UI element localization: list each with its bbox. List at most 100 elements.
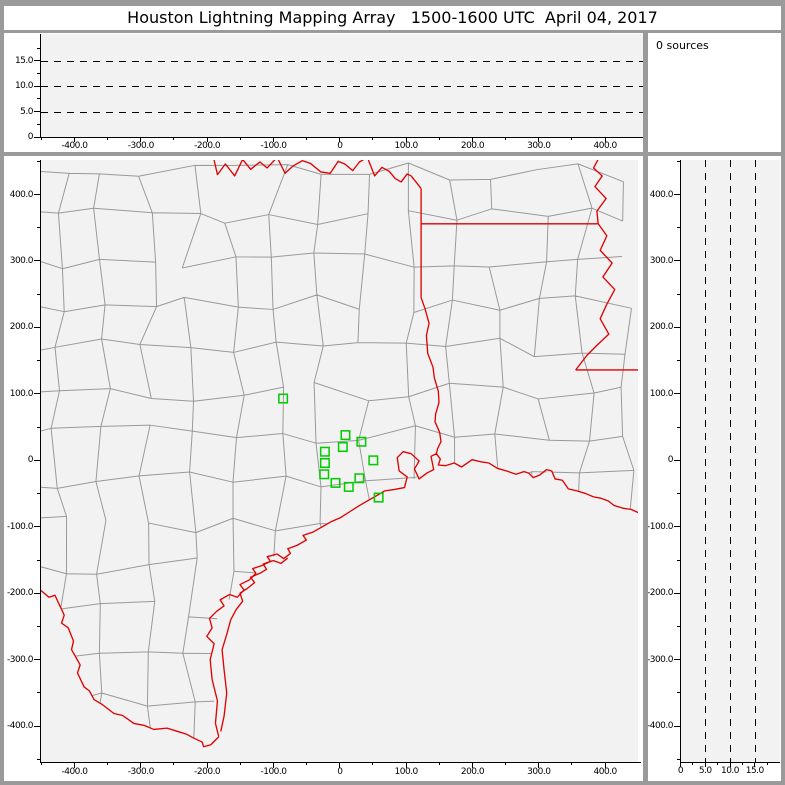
ns-tick — [674, 592, 680, 594]
altitude-tick-label: 10.0 — [14, 81, 34, 92]
ew-tick-label: -400.0 — [61, 141, 88, 151]
ew-minor-tick — [173, 137, 175, 140]
ns-tick-label: 0 — [27, 455, 34, 466]
ew-tick-label: 200.0 — [460, 141, 485, 151]
plan-view-map-panel[interactable]: -400.0 -400.0 -300.0 -300.0 -200.0 -200.0 -100… — [4, 156, 643, 781]
lma-station-marker — [278, 393, 289, 404]
lma-station-marker — [368, 455, 379, 466]
map-x-axis — [40, 762, 641, 763]
altitude-tick-label: 15.0 — [14, 55, 34, 66]
ew-tick — [272, 137, 274, 142]
ew-minor-tick — [306, 762, 308, 765]
altitude-minor-tick — [741, 762, 743, 765]
ew-tick — [140, 762, 142, 768]
top-x-axis — [40, 137, 643, 138]
map-plot-area[interactable] — [41, 160, 638, 762]
rio-grande — [41, 590, 220, 748]
ew-tick-label: 300.0 — [527, 767, 551, 777]
mississippi-river — [575, 160, 616, 371]
right-y-axis — [680, 160, 681, 763]
ns-tick-label: 300.0 — [9, 255, 34, 266]
ew-minor-tick — [40, 137, 42, 140]
altitude-dashed-gridline — [755, 160, 756, 762]
ew-minor-tick — [372, 762, 374, 765]
ns-tick — [34, 526, 40, 528]
ns-minor-tick — [36, 160, 40, 162]
ew-tick — [471, 762, 473, 768]
altitude-tick — [34, 111, 40, 113]
ew-tick — [206, 137, 208, 142]
lma-station-marker — [373, 492, 384, 503]
ew-minor-tick — [40, 762, 42, 765]
altitude-tick — [34, 136, 40, 138]
ns-tick-label: -400.0 — [6, 721, 34, 732]
ew-tick — [538, 762, 540, 768]
ew-tick — [339, 762, 341, 768]
ns-minor-tick — [36, 559, 40, 561]
ns-tick — [34, 459, 40, 461]
ns-minor-tick — [36, 758, 40, 760]
altitude-dashed-gridline — [41, 112, 643, 113]
ns-tick — [34, 326, 40, 328]
source-count-panel: 0 sources — [648, 33, 781, 152]
ns-tick — [34, 592, 40, 594]
ns-tick — [674, 260, 680, 262]
ew-minor-tick — [107, 137, 109, 140]
ew-tick-label: 100.0 — [394, 767, 419, 777]
ns-minor-tick — [676, 758, 680, 760]
ew-minor-tick — [239, 137, 241, 140]
lma-station-marker — [319, 457, 330, 469]
altitude-tick — [34, 85, 40, 87]
ew-minor-tick — [571, 137, 573, 140]
source-count-label: 0 sources — [656, 39, 709, 52]
lma-station-marker — [354, 473, 365, 484]
ew-tick-label: 400.0 — [593, 141, 618, 151]
altitude-tick — [680, 762, 681, 767]
ns-minor-tick — [36, 692, 40, 694]
ns-minor-tick — [36, 493, 40, 495]
ns-tick — [34, 260, 40, 262]
ew-minor-tick — [505, 137, 507, 140]
altitude-minor-tick — [36, 98, 40, 100]
ns-tick-label: 200.0 — [649, 322, 674, 333]
ns-tick-label: -400.0 — [648, 721, 674, 732]
map-y-axis — [40, 160, 41, 763]
ew-tick-label: -300.0 — [127, 767, 155, 777]
altitude-minor-tick — [36, 73, 40, 75]
lma-station-marker — [337, 442, 348, 453]
ns-minor-tick — [36, 426, 40, 428]
ns-tick — [674, 659, 680, 661]
altitude-minor-tick — [692, 762, 694, 765]
ns-minor-tick — [36, 293, 40, 295]
altitude-dashed-gridline — [705, 160, 706, 762]
altitude-tick — [754, 762, 756, 767]
altitude-vs-north-south-panel[interactable]: -400.0 -300.0 -200.0 -100.0 0 100.0 200.0 300.0… — [648, 156, 781, 781]
ew-minor-tick — [107, 762, 109, 765]
ew-minor-tick — [173, 762, 175, 765]
page-title: Houston Lightning Mapping Array 1500-160… — [4, 6, 781, 30]
ns-minor-tick — [676, 360, 680, 362]
altitude-tick-label: 0 — [677, 766, 684, 776]
ns-minor-tick — [676, 227, 680, 229]
ew-minor-tick — [372, 137, 374, 140]
ns-tick — [674, 393, 680, 395]
altitude-tick-label: 5.0 — [698, 766, 712, 776]
ew-tick — [538, 137, 540, 142]
ns-tick — [34, 659, 40, 661]
altitude-tick — [729, 762, 731, 767]
ns-tick-label: 100.0 — [649, 388, 674, 399]
ns-tick-label: -100.0 — [6, 521, 34, 532]
ew-minor-tick — [438, 762, 440, 765]
altitude-tick — [34, 60, 40, 62]
ew-tick-label: 0 — [337, 141, 343, 151]
ew-minor-tick — [438, 137, 440, 140]
ew-tick — [272, 762, 274, 768]
ns-tick — [34, 725, 40, 727]
altitude-vs-east-west-panel[interactable]: 0 5.0 10.0 15.0 -400.0 -300.0 -200.0 -100.0 0 100… — [4, 33, 643, 152]
barrier-island — [220, 557, 289, 732]
ns-tick-label: 0 — [667, 455, 674, 466]
altitude-minor-tick — [717, 762, 719, 765]
ns-minor-tick — [676, 160, 680, 162]
ew-tick-label: 300.0 — [527, 141, 551, 151]
ns-tick-label: 100.0 — [9, 388, 34, 399]
